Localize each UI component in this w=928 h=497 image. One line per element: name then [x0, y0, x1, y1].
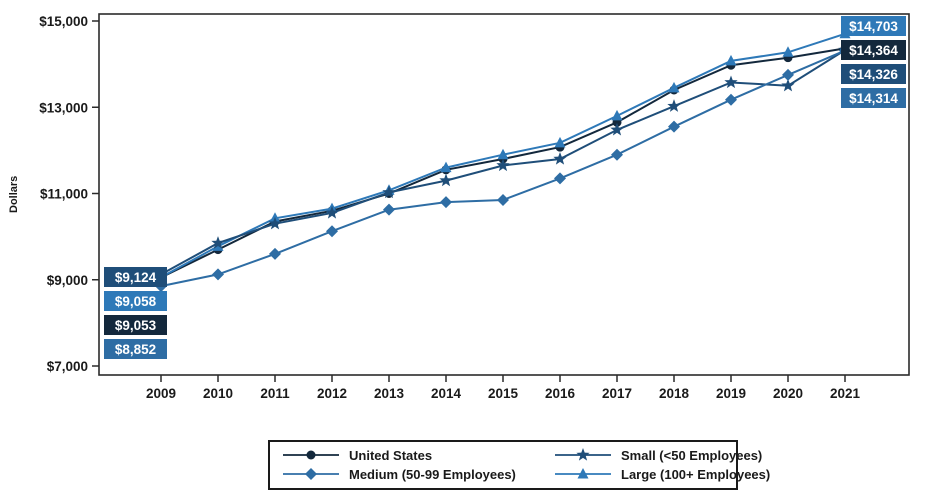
- value-label: $8,852: [104, 339, 167, 359]
- y-tick-label: $15,000: [39, 14, 88, 29]
- diamond-marker: [269, 247, 281, 260]
- value-label-text: $14,364: [849, 43, 898, 58]
- star-marker: [781, 78, 795, 92]
- value-label-box: [841, 16, 906, 36]
- star-marker: [610, 122, 624, 136]
- value-label-box: [841, 40, 906, 60]
- diamond-marker: [326, 225, 338, 238]
- star-marker: [439, 173, 453, 187]
- series-medium-50-99-employees-: [155, 44, 851, 293]
- diamond-marker: [611, 148, 623, 161]
- star-marker: [667, 99, 681, 112]
- star-marker: [724, 75, 738, 89]
- plot-area: $7,000 $9,000 $11,000 $13,000 $15,000 2009 201…: [39, 13, 910, 401]
- legend-label: Large (100+ Employees): [621, 466, 771, 482]
- value-label-box: [841, 64, 906, 84]
- y-tick-label: $7,000: [47, 359, 88, 374]
- value-label: $14,326: [841, 64, 906, 84]
- y-tick-label: $11,000: [40, 187, 88, 202]
- diamond-marker: [305, 468, 317, 480]
- x-tick-label: 2018: [659, 386, 690, 401]
- value-label: $9,058: [104, 291, 167, 311]
- x-tick-label: 2021: [830, 386, 861, 401]
- legend-item-small: Small (<50 Employees): [554, 446, 770, 464]
- x-tick-label: 2019: [716, 386, 746, 401]
- value-label: $14,314: [841, 88, 906, 108]
- value-label-box: [104, 291, 167, 311]
- star-marker: [211, 236, 225, 249]
- triangle-marker: [782, 46, 794, 57]
- diamond-marker: [554, 172, 566, 185]
- value-label-text: $14,314: [849, 91, 898, 106]
- x-tick-label: 2010: [203, 386, 233, 401]
- star-marker: [268, 216, 282, 230]
- triangle-marker: [668, 81, 680, 93]
- legend-item-medium: Medium (50-99 Employees): [282, 465, 554, 483]
- triangle-marker: [725, 54, 737, 66]
- diamond-marker: [782, 68, 794, 81]
- x-tick-label: 2011: [260, 386, 290, 401]
- star-marker: [576, 448, 590, 461]
- plot-frame: [98, 13, 910, 376]
- circle-marker: [306, 450, 316, 460]
- value-label: $9,053: [104, 315, 167, 335]
- y-axis-title: Dollars: [8, 175, 20, 213]
- star-marker-icon: [555, 448, 611, 461]
- y-tick-label: $9,000: [47, 273, 88, 288]
- value-label-box: [104, 267, 167, 287]
- value-label-text: $14,326: [849, 67, 898, 82]
- value-label-text: $9,124: [115, 270, 157, 285]
- triangle-marker: [554, 136, 566, 148]
- star-marker: [496, 158, 510, 172]
- value-label-text: $14,703: [849, 19, 898, 34]
- value-label: $14,703: [841, 16, 906, 36]
- triangle-marker: [497, 148, 509, 160]
- triangle-marker-icon: [555, 468, 611, 479]
- legend-item-united-states: United States: [282, 446, 554, 464]
- star-marker: [553, 152, 567, 165]
- triangle-marker: [577, 468, 589, 479]
- series-small-50-employees-: [154, 43, 852, 281]
- triangle-marker: [440, 161, 452, 173]
- diamond-marker: [440, 196, 452, 209]
- value-label-box: [841, 88, 906, 108]
- x-tick-label: 2016: [545, 386, 576, 401]
- y-tick-label: $13,000: [39, 100, 88, 115]
- value-label-text: $8,852: [115, 342, 156, 357]
- triangle-marker: [611, 109, 623, 121]
- circle-marker-icon: [283, 450, 339, 460]
- value-label-box: [104, 315, 167, 335]
- series-large-100-employees-: [155, 27, 851, 282]
- x-tick-label: 2013: [374, 386, 405, 401]
- legend-item-large: Large (100+ Employees): [554, 465, 770, 483]
- value-label: $14,364: [841, 40, 906, 60]
- star-marker: [382, 185, 396, 199]
- diamond-marker: [497, 193, 509, 206]
- diamond-marker: [212, 268, 224, 281]
- diamond-marker: [725, 93, 737, 106]
- diamond-marker-icon: [283, 468, 339, 480]
- chart-legend: United States Medium (50-99 Employees) S…: [268, 440, 770, 490]
- value-label-box: [104, 339, 167, 359]
- value-label-text: $9,053: [115, 318, 157, 333]
- legend-label: Small (<50 Employees): [621, 447, 763, 463]
- x-tick-label: 2014: [431, 386, 462, 401]
- legend-label: Medium (50-99 Employees): [349, 466, 516, 482]
- value-label-text: $9,058: [115, 294, 157, 309]
- diamond-marker: [383, 203, 395, 216]
- x-tick-label: 2020: [773, 386, 803, 401]
- x-tick-label: 2015: [488, 386, 519, 401]
- value-label: $9,124: [104, 267, 167, 287]
- star-marker: [325, 205, 339, 219]
- legend-label: United States: [349, 447, 433, 463]
- x-tick-label: 2012: [317, 386, 347, 401]
- x-tick-label: 2009: [146, 386, 176, 401]
- diamond-marker: [668, 120, 680, 133]
- x-tick-label: 2017: [602, 386, 632, 401]
